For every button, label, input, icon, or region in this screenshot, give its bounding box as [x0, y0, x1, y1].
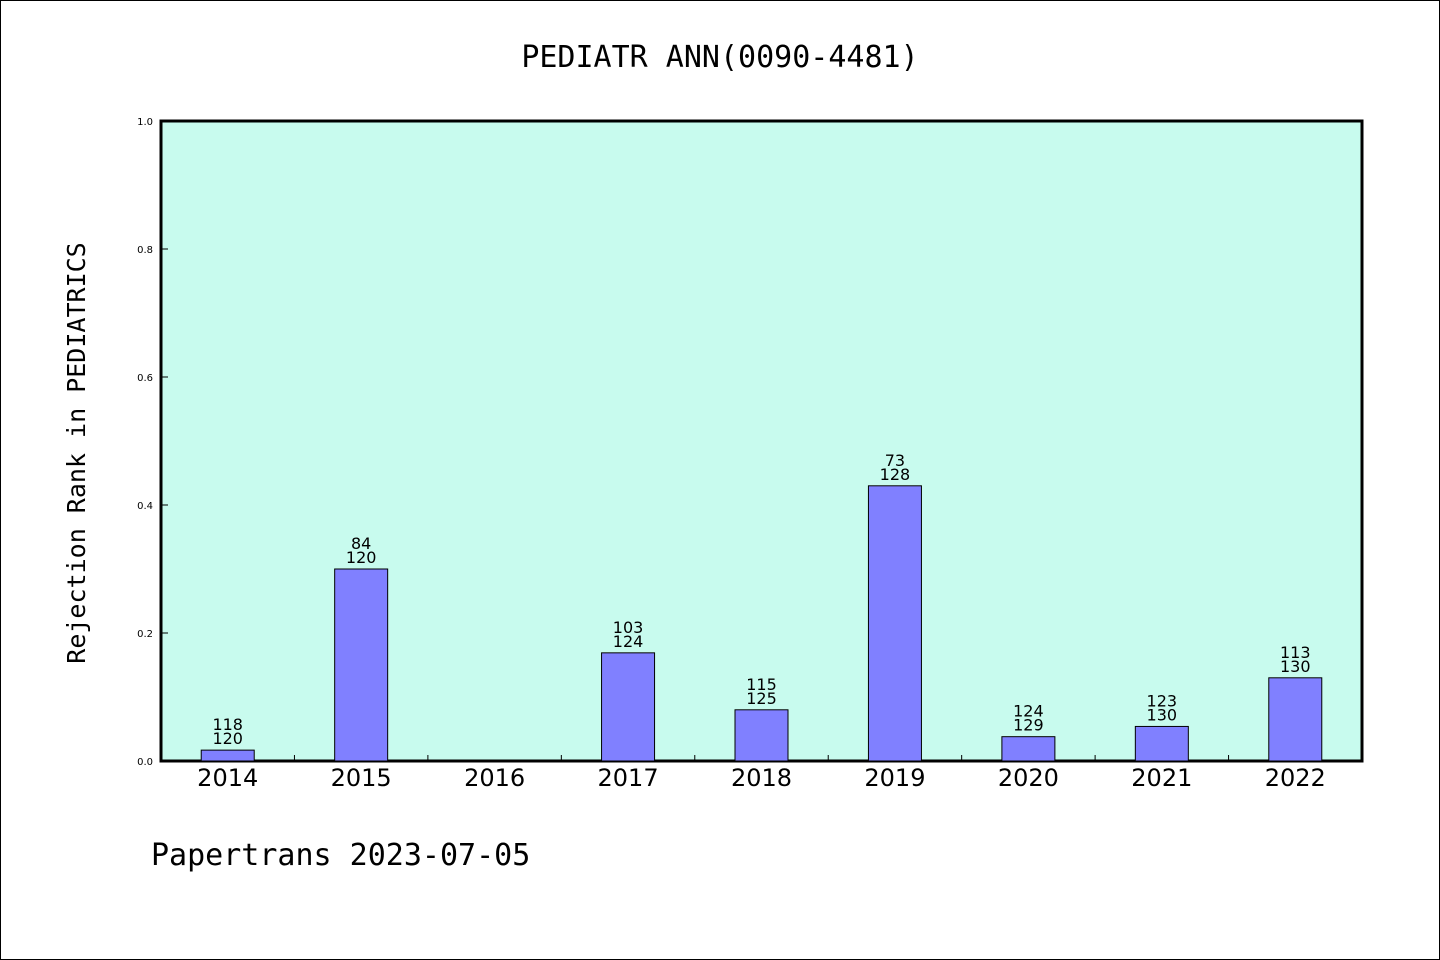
bar	[334, 568, 389, 762]
x-tick-label: 2016	[464, 764, 525, 792]
x-tick-label: 2014	[197, 764, 258, 792]
bar	[734, 709, 789, 762]
bar-label-total: 130	[1280, 657, 1311, 676]
bar	[1134, 725, 1189, 762]
y-tick-label: 0.4	[137, 501, 153, 512]
x-tick-label: 2015	[331, 764, 392, 792]
bar-label-total: 128	[880, 465, 911, 484]
footer-source-date: Papertrans 2023-07-05	[151, 838, 530, 873]
y-tick-label: 0.0	[137, 757, 153, 768]
bar-label-total: 120	[212, 729, 243, 748]
y-tick-label: 1.0	[137, 117, 153, 128]
x-axis-ticks: 2014 2015 2016 2017 2018 2019 2020 2021 2022	[197, 755, 1326, 792]
x-tick-label: 2020	[998, 764, 1059, 792]
bar	[1268, 677, 1323, 762]
bar	[1001, 736, 1056, 762]
bar-label-total: 129	[1013, 716, 1044, 735]
y-tick-label: 0.8	[137, 245, 153, 256]
bar-label-rank: 103	[613, 618, 644, 637]
y-tick-label: 0.6	[137, 373, 153, 384]
bar-label-total: 120	[346, 548, 377, 567]
chart-title: PEDIATR ANN(0090-4481)	[521, 40, 918, 75]
bar-label-total: 130	[1147, 705, 1178, 724]
bar-label-rank: 124	[1013, 702, 1044, 721]
bar	[867, 485, 922, 762]
x-tick-label: 2022	[1265, 764, 1326, 792]
x-tick-label: 2017	[598, 764, 659, 792]
bar-label-total: 125	[746, 689, 777, 708]
bar-labels: 1181208412010312411512573128124129123130…	[212, 451, 1310, 748]
bar-label-rank: 123	[1147, 691, 1178, 710]
bar	[601, 652, 656, 762]
x-tick-label: 2019	[864, 764, 925, 792]
bar-label-rank: 115	[746, 675, 777, 694]
bar-label-rank: 73	[885, 451, 905, 470]
y-axis-label: Rejection Rank in PEDIATRICS	[62, 242, 91, 663]
y-axis-ticks: 0.0 0.2 0.4 0.6 0.8 1.0	[137, 117, 168, 768]
x-tick-label: 2021	[1131, 764, 1192, 792]
bar-label-rank: 118	[212, 715, 243, 734]
x-tick-label: 2018	[731, 764, 792, 792]
bar-label-rank: 84	[351, 534, 371, 553]
y-tick-label: 0.2	[137, 629, 153, 640]
bar-label-total: 124	[613, 632, 644, 651]
bars	[200, 485, 1323, 762]
bar-label-rank: 113	[1280, 643, 1311, 662]
bar	[200, 749, 255, 762]
